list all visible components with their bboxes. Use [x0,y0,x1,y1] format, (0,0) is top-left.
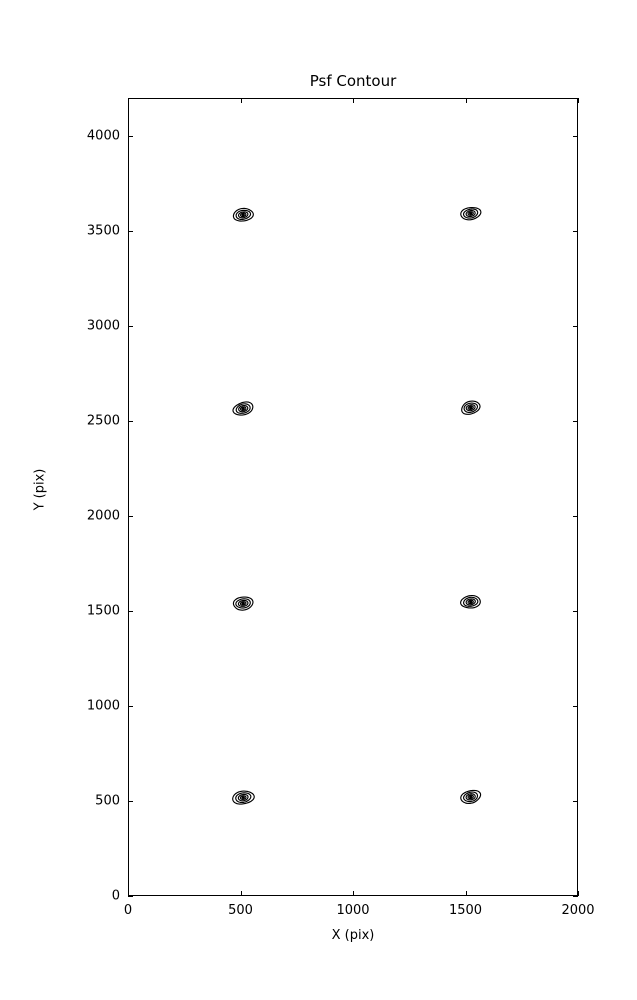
contour-ring [467,794,474,800]
contour-ring [467,211,474,216]
psf-contour-group [460,789,482,805]
y-tick-label: 4000 [86,128,120,144]
contour-ring [237,599,249,607]
contour-ring [235,209,252,221]
contour-ring [469,212,473,215]
y-axis-label: Y (pix) [32,468,48,511]
contour-ring [239,795,247,800]
y-tick-label: 3500 [86,223,120,239]
contour-ring [235,403,251,414]
contour-ring [463,596,479,607]
contour-ring [235,792,252,804]
contour-ring [465,598,476,606]
contour-ring [237,793,249,802]
contour-ring [467,405,474,410]
axes-frame [128,98,578,896]
contour-ring [462,208,479,219]
psf-contour-group [232,790,255,805]
contour-ring [460,594,481,609]
x-tick-label: 0 [123,903,133,918]
y-tick-label: 1500 [86,603,120,619]
contour-ring [239,601,247,606]
contour-ring [239,406,247,411]
contour-ring [465,793,476,801]
y-tick-label: 2000 [86,508,120,524]
psf-contour-group [460,594,481,609]
contour-ring [461,400,481,415]
contour-ring [469,406,473,410]
psf-contour-group [461,400,481,415]
contour-ring [463,402,479,414]
contour-ring [465,209,476,218]
x-tick-label: 2000 [561,903,595,918]
x-tick-label: 1000 [336,903,370,918]
y-tick-label: 2500 [86,413,120,429]
psf-contour-group [232,207,254,222]
x-axis-label: X (pix) [331,928,375,943]
contour-ring [232,596,254,611]
y-tick-label: 3000 [86,318,120,334]
y-tick-label: 500 [95,793,120,809]
contour-ring [238,404,249,413]
contour-ring [463,791,479,803]
psf-contour-group [460,207,482,221]
contour-ring [241,602,245,605]
contour-ring [467,599,474,605]
page-title: Psf Contour [309,72,397,90]
contour-ring [239,212,247,218]
contour-ring [469,600,473,604]
contour-ring [232,790,255,805]
contour-ring [241,407,245,411]
contour-ring [237,211,249,219]
psf-contour-group [232,596,254,611]
x-tick-label: 500 [228,903,253,918]
contour-ring [460,789,482,805]
contour-ring [469,795,473,799]
y-tick-label: 1000 [86,698,120,714]
contour-ring [460,207,482,221]
contour-ring [465,404,476,412]
contour-ring [235,598,251,609]
contour-ring [232,401,254,416]
contour-ring [241,213,245,217]
y-tick-label: 0 [111,888,120,904]
contour-ring [241,796,245,799]
psf-contour-group [232,401,254,416]
contour-ring [232,207,254,222]
x-tick-label: 1500 [448,903,483,918]
